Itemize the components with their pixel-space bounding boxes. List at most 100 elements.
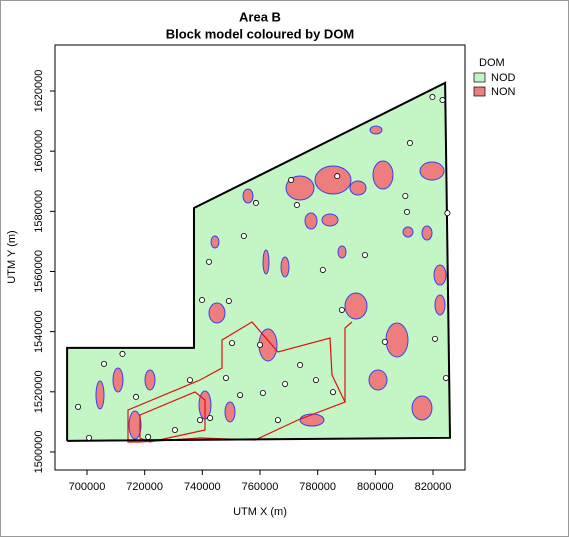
zone xyxy=(368,369,388,391)
sample-point xyxy=(338,306,345,313)
x-tick-label: 700000 xyxy=(69,481,106,493)
sample-point xyxy=(240,232,247,239)
area-fill xyxy=(67,82,451,441)
y-tick-label: 1500000 xyxy=(33,431,45,474)
chart-title: Area B xyxy=(239,9,281,24)
sample-point xyxy=(404,208,411,215)
sample-point xyxy=(222,374,229,381)
sample-point xyxy=(252,199,259,206)
sample-point xyxy=(119,350,126,357)
sample-point xyxy=(293,202,300,209)
chart-subtitle: Block model coloured by DOM xyxy=(166,26,355,41)
sample-point xyxy=(319,266,326,273)
zone xyxy=(262,249,270,275)
zone xyxy=(280,256,290,278)
zone xyxy=(421,225,433,241)
zone xyxy=(344,292,368,320)
sample-point xyxy=(229,340,236,347)
x-tick-label: 740000 xyxy=(184,481,221,493)
zone xyxy=(314,165,352,195)
zone xyxy=(144,369,156,391)
legend-title: DOM xyxy=(479,57,505,69)
sample-point xyxy=(406,140,413,147)
sample-point xyxy=(101,360,108,367)
zone xyxy=(304,212,318,230)
zone xyxy=(242,188,254,204)
x-tick-label: 720000 xyxy=(126,481,163,493)
zone xyxy=(419,161,445,181)
sample-point xyxy=(133,393,140,400)
zone xyxy=(349,180,367,196)
points-layer xyxy=(75,94,451,441)
sample-point xyxy=(402,192,409,199)
sample-point xyxy=(205,258,212,265)
sample-point xyxy=(145,433,152,440)
zone xyxy=(210,235,220,249)
zone xyxy=(372,160,394,190)
legend-label: NOD xyxy=(491,72,516,84)
x-tick-label: 820000 xyxy=(415,481,452,493)
sample-point xyxy=(282,380,289,387)
y-tick-label: 1600000 xyxy=(33,130,45,173)
boundary-layer xyxy=(66,81,452,442)
sample-point xyxy=(171,426,178,433)
lease-boundary xyxy=(139,391,206,443)
sample-point xyxy=(186,377,193,384)
sample-point xyxy=(329,389,336,396)
zone xyxy=(299,413,325,427)
zone xyxy=(434,294,446,316)
sample-point xyxy=(444,210,451,217)
sample-point xyxy=(237,392,244,399)
sample-point xyxy=(259,390,266,397)
sample-point xyxy=(312,377,319,384)
sample-point xyxy=(256,341,263,348)
sample-point xyxy=(207,414,214,421)
zone xyxy=(411,395,433,421)
zone xyxy=(128,410,142,440)
sample-point xyxy=(439,97,446,104)
sample-point xyxy=(86,434,93,441)
sample-point xyxy=(75,403,82,410)
y-axis-label: UTM Y (m) xyxy=(6,230,18,283)
sample-point xyxy=(274,417,281,424)
zone xyxy=(369,125,383,135)
legend: DOM NOD NON xyxy=(473,57,516,98)
sample-point xyxy=(381,338,388,345)
sample-point xyxy=(432,335,439,342)
sample-point xyxy=(334,173,341,180)
x-tick-label: 780000 xyxy=(299,481,336,493)
sample-point xyxy=(297,362,304,369)
zone xyxy=(385,322,409,358)
area-layer xyxy=(67,82,451,441)
y-tick-label: 1520000 xyxy=(33,370,45,413)
sample-point xyxy=(288,177,295,184)
sample-point xyxy=(225,297,232,304)
legend-swatch xyxy=(473,86,486,97)
zone xyxy=(321,213,339,227)
area-boundary xyxy=(66,81,452,442)
zone xyxy=(95,380,105,410)
lease-boundary xyxy=(344,321,353,402)
sample-point xyxy=(197,417,204,424)
y-tick-label: 1560000 xyxy=(33,250,45,293)
sample-point xyxy=(199,297,206,304)
zone xyxy=(337,245,347,259)
zone xyxy=(224,401,236,423)
sample-point xyxy=(442,374,449,381)
x-axis-label: UTM X (m) xyxy=(233,506,287,518)
legend-label: NON xyxy=(491,86,516,98)
x-tick-label: 760000 xyxy=(242,481,279,493)
zone xyxy=(112,367,124,393)
x-tick-label: 800000 xyxy=(357,481,394,493)
legend-swatch xyxy=(473,72,486,83)
y-tick-label: 1540000 xyxy=(33,310,45,353)
zone xyxy=(433,264,447,286)
y-tick-label: 1620000 xyxy=(33,70,45,113)
zone xyxy=(402,226,414,238)
zone xyxy=(208,302,226,324)
sample-point xyxy=(429,94,436,101)
sample-point xyxy=(361,251,368,258)
non-zones xyxy=(95,125,447,440)
y-tick-label: 1580000 xyxy=(33,190,45,233)
